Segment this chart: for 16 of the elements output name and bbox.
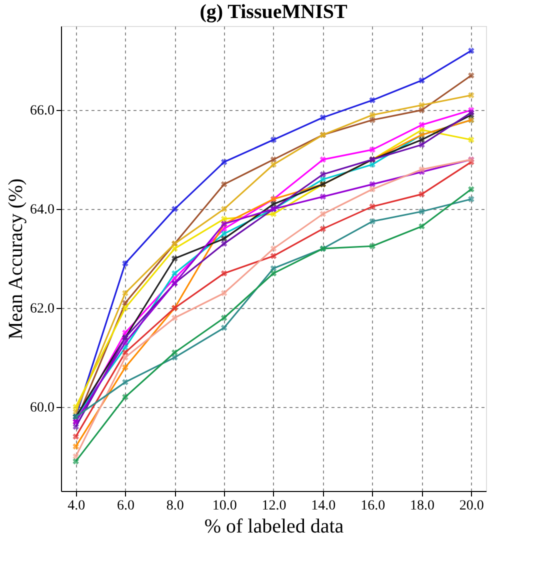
y-tick-label: 64.0 (30, 202, 54, 218)
x-tick-label: 20.0 (459, 498, 484, 514)
x-axis-title: % of labeled data (204, 516, 344, 538)
x-tick-label: 14.0 (311, 498, 336, 514)
x-tick-label: 16.0 (360, 498, 386, 514)
x-tick-label: 4.0 (68, 498, 86, 514)
chart-title: (g) TissueMNIST (200, 1, 348, 23)
x-tick-label: 18.0 (410, 498, 435, 514)
x-tick-label: 12.0 (262, 498, 286, 514)
y-tick-label: 62.0 (30, 301, 54, 316)
x-tick-label: 10.0 (212, 498, 237, 514)
y-tick-label: 60.0 (30, 400, 54, 416)
x-tick-label: 8.0 (166, 498, 184, 514)
y-axis-title: Mean Accuracy (%) (5, 178, 27, 340)
y-tick-label: 66.0 (30, 104, 54, 119)
x-tick-label: 6.0 (116, 498, 134, 514)
